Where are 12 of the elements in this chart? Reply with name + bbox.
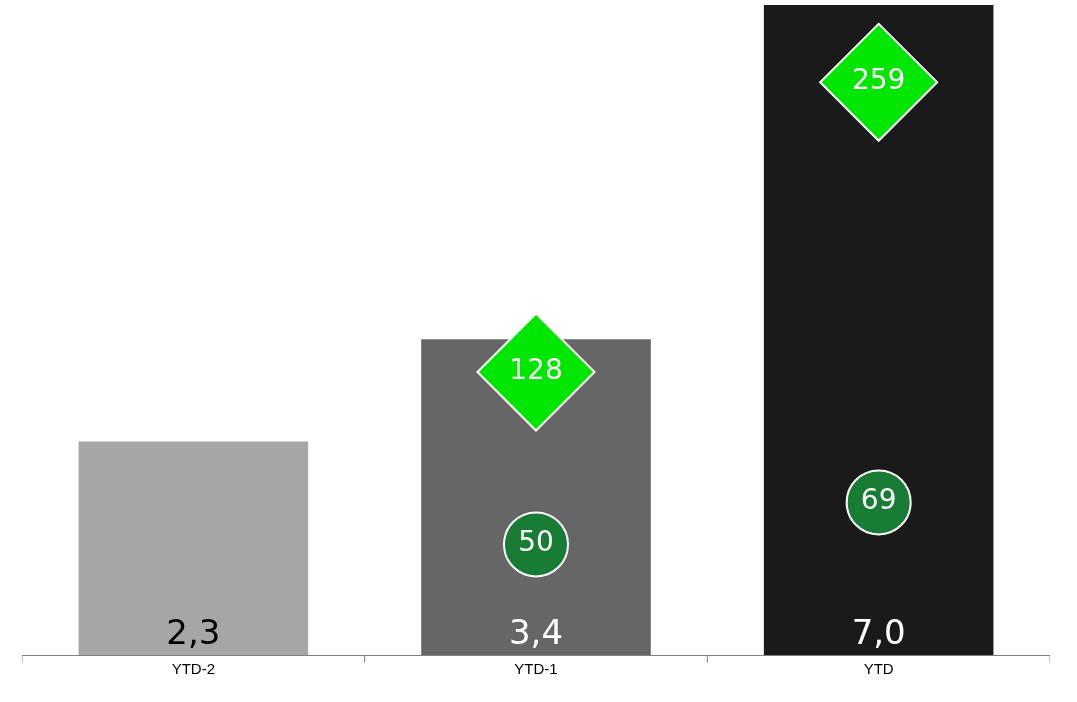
x-tick-label: YTD-1 [514,660,558,677]
x-tick-label: YTD [863,660,894,677]
data-label: 50 [518,525,554,559]
data-label: 69 [860,483,897,517]
data-label: 2,3 [166,612,221,652]
data-label: 259 [851,63,906,97]
x-tick-label: YTD-2 [171,660,215,677]
data-label: 7,0 [851,612,906,652]
point [476,312,596,432]
data-label: 3,4 [508,612,564,652]
point [819,22,939,142]
data-label: 128 [509,352,563,386]
